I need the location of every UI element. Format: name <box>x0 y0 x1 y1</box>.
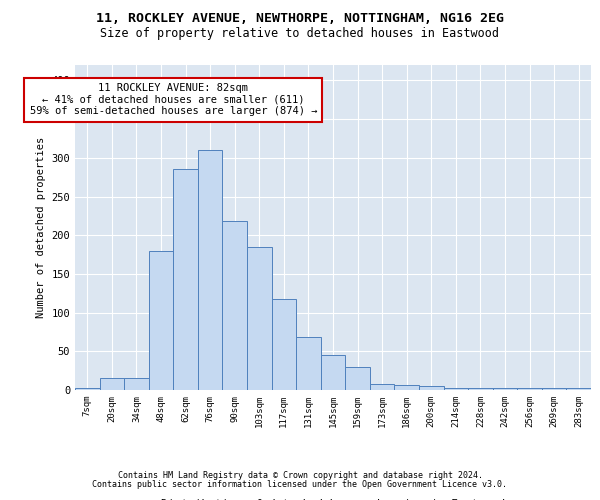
Bar <box>542 388 566 390</box>
Bar <box>321 355 345 390</box>
Text: 11, ROCKLEY AVENUE, NEWTHORPE, NOTTINGHAM, NG16 2EG: 11, ROCKLEY AVENUE, NEWTHORPE, NOTTINGHA… <box>96 12 504 26</box>
Bar <box>173 170 198 390</box>
Text: Size of property relative to detached houses in Eastwood: Size of property relative to detached ho… <box>101 28 499 40</box>
Bar <box>468 388 493 390</box>
Text: 11 ROCKLEY AVENUE: 82sqm
← 41% of detached houses are smaller (611)
59% of semi-: 11 ROCKLEY AVENUE: 82sqm ← 41% of detach… <box>29 83 317 116</box>
Bar <box>124 378 149 390</box>
Text: Contains public sector information licensed under the Open Government Licence v3: Contains public sector information licen… <box>92 480 508 489</box>
Bar <box>223 222 247 390</box>
Bar <box>198 150 223 390</box>
Bar <box>394 386 419 390</box>
Bar <box>100 378 124 390</box>
Text: Contains HM Land Registry data © Crown copyright and database right 2024.: Contains HM Land Registry data © Crown c… <box>118 471 482 480</box>
Bar <box>370 384 394 390</box>
Bar <box>296 338 321 390</box>
Y-axis label: Number of detached properties: Number of detached properties <box>36 137 46 318</box>
Bar <box>149 250 173 390</box>
Bar <box>419 386 443 390</box>
Bar <box>247 247 272 390</box>
Bar <box>517 388 542 390</box>
Bar <box>493 388 517 390</box>
Bar <box>566 388 591 390</box>
Bar <box>345 367 370 390</box>
Bar <box>272 298 296 390</box>
Bar <box>443 388 468 390</box>
Bar <box>75 388 100 390</box>
